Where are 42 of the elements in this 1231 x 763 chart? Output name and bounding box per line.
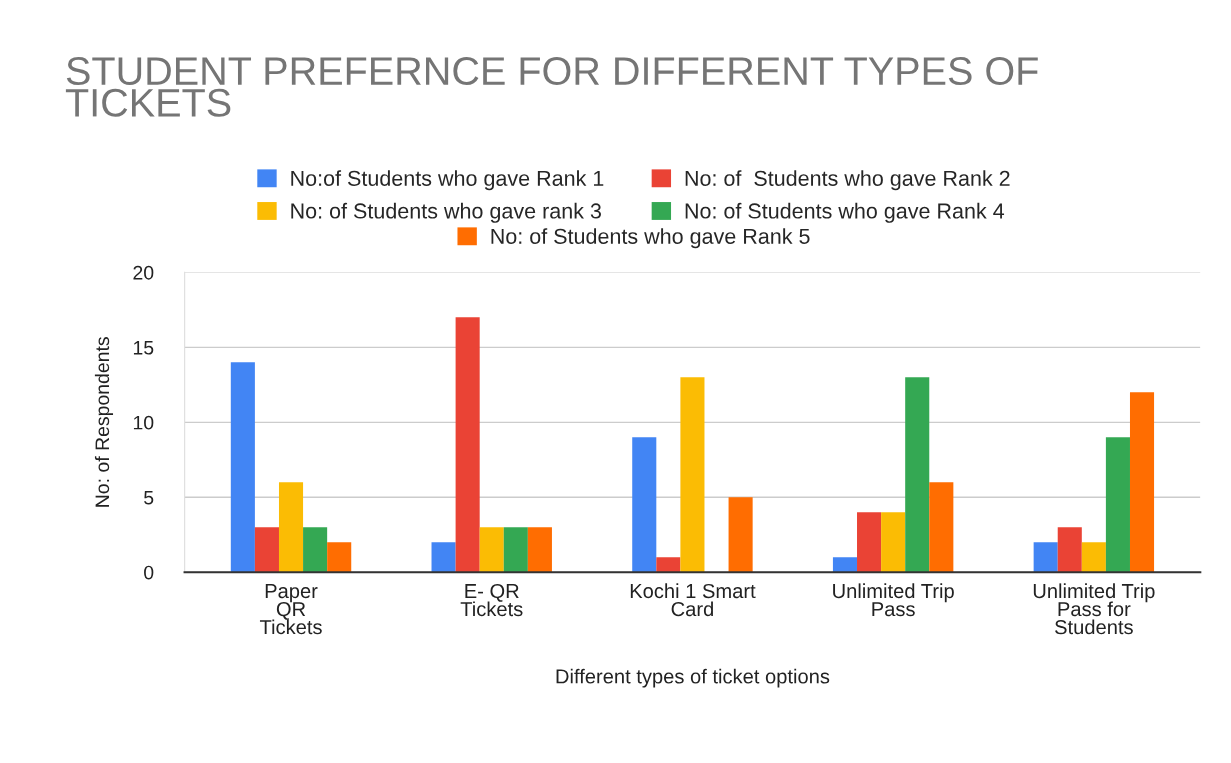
x-tick-label: Unlimited Trip Pass: [833, 583, 954, 617]
legend-label: No: of Students who gave Rank 5: [491, 228, 810, 249]
bar: [680, 377, 705, 573]
bar: [905, 377, 930, 573]
bar: [881, 512, 906, 573]
legend-label: No: of Students who gave Rank 4: [685, 202, 1005, 223]
bar: [1057, 527, 1082, 573]
bar: [1033, 542, 1058, 573]
bar: [632, 437, 657, 573]
y-tick-label: 5: [144, 490, 154, 505]
y-tick-label: 15: [133, 341, 154, 355]
x-tick-label: E- QR Tickets: [460, 583, 523, 617]
x-tick-label: Unlimited Trip Pass for Students: [1033, 583, 1155, 635]
bar: [1081, 542, 1106, 573]
y-axis-title: No: of Respondents: [94, 337, 114, 507]
y-tick-label: 0: [144, 565, 154, 580]
bar: [303, 527, 328, 573]
bar: [479, 527, 504, 573]
y-tick-label: 10: [133, 415, 154, 430]
x-tick-label: Kochi 1 Smart Card: [630, 583, 756, 617]
legend-label: No: of Students who gave Rank 2: [685, 170, 1010, 191]
bar: [230, 362, 255, 573]
bar: [455, 317, 480, 573]
bar: [832, 557, 858, 573]
bar: [857, 512, 882, 573]
bar: [278, 482, 304, 573]
bar: [1129, 392, 1155, 573]
bar: [254, 527, 279, 573]
legend-label: No: of Students who gave rank 3: [291, 202, 601, 223]
bar: [656, 557, 681, 573]
chart-title: STUDENT PREFERNCE FOR DIFFERENT TYPES OF TICKETS: [65, 57, 1038, 117]
bar: [431, 542, 456, 573]
y-tick-label: 20: [133, 265, 154, 280]
bar: [527, 527, 552, 573]
bar: [929, 482, 954, 573]
bar: [728, 497, 753, 573]
bar: [1105, 437, 1130, 573]
x-axis-title: Different types of ticket options: [556, 668, 830, 688]
bar: [503, 527, 528, 573]
legend-label: No:of Students who gave Rank 1: [291, 170, 604, 191]
bar: [327, 542, 352, 573]
x-tick-label: Paper QR Tickets: [259, 584, 322, 635]
